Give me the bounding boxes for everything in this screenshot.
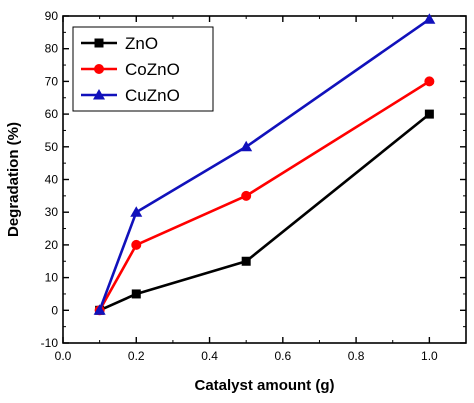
y-tick-label: 0	[51, 303, 58, 317]
series-line-cozno	[98, 80, 431, 311]
data-point-cuzno	[93, 304, 106, 315]
data-point-zno	[241, 256, 251, 266]
plot-area: -10 0 10 20 30 40 50 60 70 80 90 0.0 0.2 0.4 0.6 0.8 1.0…	[41, 9, 467, 363]
y-tick-label: 30	[45, 205, 59, 219]
x-tick-label: 0.8	[348, 349, 365, 363]
data-point-cozno	[424, 76, 435, 87]
x-tick-label: 0.6	[274, 349, 291, 363]
x-tick-label: 0.4	[201, 349, 218, 363]
x-tick-label: 1.0	[421, 349, 438, 363]
series-line-cuzno	[98, 18, 431, 311]
x-tick-label: 0.0	[55, 349, 72, 363]
y-tick-label: 10	[45, 271, 59, 285]
y-tick-label: 70	[45, 74, 59, 88]
legend-marker-cuzno	[93, 89, 105, 100]
data-point-cuzno	[423, 13, 436, 24]
y-tick-label: 90	[45, 9, 59, 23]
legend-label-cuzno: CuZnO	[125, 86, 180, 105]
y-tick-label: 60	[45, 107, 59, 121]
x-tick-label: 0.2	[128, 349, 145, 363]
y-tick-label: -10	[41, 336, 59, 350]
legend: ZnO CoZnO CuZnO	[72, 26, 214, 112]
y-tick-label: 80	[45, 42, 59, 56]
legend-marker-zno	[94, 38, 104, 48]
data-point-zno	[131, 289, 141, 299]
series-line-zno	[99, 113, 431, 312]
x-axis-title: Catalyst amount (g)	[194, 377, 334, 394]
y-tick-label: 20	[45, 238, 59, 252]
legend-marker-cozno	[94, 64, 104, 74]
y-tick-label: 40	[45, 173, 59, 187]
legend-label-zno: ZnO	[125, 34, 158, 53]
data-point-zno	[424, 109, 434, 119]
data-point-cuzno	[240, 140, 253, 152]
data-point-cuzno	[130, 206, 143, 217]
y-tick-label: 50	[45, 140, 59, 154]
legend-label-cozno: CoZnO	[125, 60, 180, 79]
y-axis-title: Degradation (%)	[5, 122, 22, 237]
data-point-cozno	[241, 190, 252, 201]
data-point-cozno	[131, 239, 142, 250]
